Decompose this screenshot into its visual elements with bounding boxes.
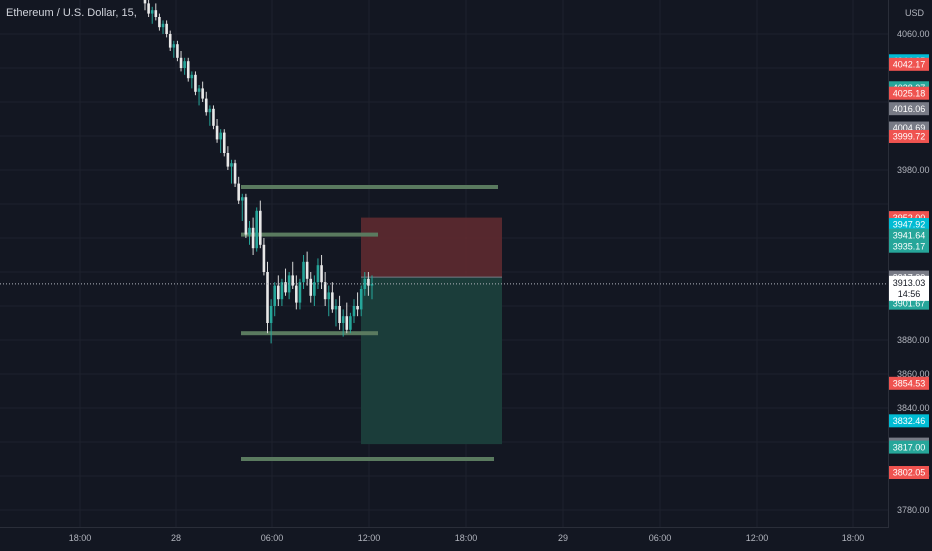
- time-axis[interactable]: [0, 527, 888, 551]
- candle-body: [255, 210, 258, 249]
- candle-body: [363, 278, 367, 289]
- candle-body: [259, 210, 262, 245]
- symbol-title[interactable]: Ethereum / U.S. Dollar, 15, COINBASE: [6, 7, 140, 19]
- candle-body: [190, 74, 194, 79]
- candle-body: [298, 282, 302, 303]
- candle-body: [323, 282, 327, 300]
- candle-body: [320, 265, 323, 283]
- candle-body: [226, 153, 230, 167]
- candle-body: [248, 227, 251, 235]
- candlestick-series: [143, 0, 374, 344]
- candle-body: [273, 285, 277, 306]
- candle-body: [233, 163, 237, 184]
- candle-body: [168, 34, 172, 48]
- candle-body: [219, 132, 222, 140]
- level-line: [241, 185, 498, 189]
- level-line: [241, 457, 494, 461]
- candle-body: [194, 74, 197, 92]
- candle-body: [176, 44, 179, 58]
- candle-body: [237, 183, 240, 201]
- candle-body: [277, 285, 280, 300]
- candle-body: [201, 88, 204, 99]
- candle-body: [143, 0, 147, 4]
- candle-body: [359, 289, 363, 310]
- horizontal-levels: [241, 185, 498, 461]
- level-line: [241, 232, 378, 237]
- candle-body: [172, 44, 176, 48]
- position-tool: [361, 217, 502, 445]
- candle-body: [179, 57, 183, 68]
- candle-body: [341, 316, 345, 323]
- candle-body: [269, 306, 273, 323]
- candle-body: [240, 197, 244, 201]
- candle-body: [284, 282, 287, 293]
- candle-body: [309, 278, 313, 296]
- candle-body: [370, 283, 374, 286]
- candle-body: [334, 306, 338, 310]
- candle-body: [215, 125, 219, 140]
- stop-loss-zone: [361, 217, 502, 278]
- candle-body: [266, 272, 269, 323]
- candle-body: [331, 292, 334, 310]
- candle-body: [154, 10, 158, 17]
- candle-body: [367, 278, 370, 286]
- candle-body: [356, 306, 359, 310]
- candle-body: [208, 108, 212, 113]
- candle-body: [165, 23, 168, 34]
- candle-body: [158, 17, 161, 28]
- level-line: [241, 331, 378, 336]
- candle-body: [352, 306, 356, 317]
- candle-body: [302, 261, 305, 283]
- take-profit-zone: [361, 277, 502, 445]
- candle-body: [327, 292, 331, 300]
- candle-body: [183, 61, 186, 68]
- candle-body: [230, 163, 233, 167]
- candle-body: [291, 275, 295, 286]
- candle-body: [262, 244, 266, 272]
- candle-body: [197, 88, 201, 92]
- candle-body: [186, 61, 190, 79]
- candle-body: [150, 10, 154, 14]
- candle-body: [212, 108, 215, 126]
- candle-body: [295, 285, 298, 303]
- candle-body: [161, 23, 165, 28]
- candle-body: [222, 132, 226, 153]
- price-scale[interactable]: [888, 0, 932, 528]
- candle-body: [338, 306, 341, 323]
- candle-body: [345, 316, 349, 330]
- candle-body: [244, 197, 248, 235]
- candle-body: [147, 3, 150, 14]
- candle-body: [313, 282, 316, 296]
- candle-body: [316, 265, 320, 283]
- candle-body: [204, 98, 208, 113]
- currency-label: USD: [905, 8, 925, 18]
- candle-body: [280, 282, 284, 300]
- candle-body: [251, 227, 255, 249]
- candle-body: [305, 261, 309, 279]
- candle-body: [349, 316, 352, 330]
- candle-body: [287, 275, 291, 293]
